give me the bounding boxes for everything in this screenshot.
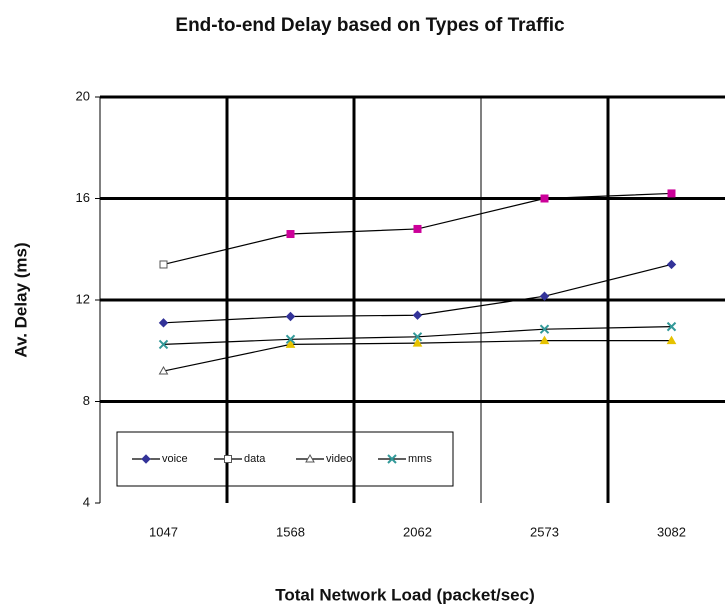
data-point (540, 194, 549, 203)
legend-label: video (326, 453, 352, 465)
data-point (158, 366, 169, 375)
x-tick-label: 2062 (403, 524, 432, 539)
chart-title: End-to-end Delay based on Types of Traff… (175, 15, 565, 36)
data-point (286, 230, 295, 239)
data-point (412, 332, 423, 342)
x-tick-label: 2573 (530, 524, 559, 539)
data-point (666, 321, 677, 332)
y-axis-title: Av. Delay (ms) (11, 242, 30, 357)
data-point (539, 291, 550, 301)
y-tick-label: 16 (76, 190, 90, 205)
data-point (158, 318, 169, 328)
legend-marker (224, 455, 232, 463)
legend-marker (305, 453, 315, 463)
legend-label: mms (408, 453, 432, 465)
data-point (666, 335, 677, 345)
legend-marker (387, 454, 397, 464)
x-axis-title: Total Network Load (packet/sec) (275, 585, 534, 604)
data-point (158, 339, 169, 350)
x-tick-label: 1568 (276, 524, 305, 539)
data-point (285, 334, 296, 345)
data-point (666, 259, 677, 270)
legend-label: voice (162, 453, 188, 465)
y-tick-label: 12 (76, 291, 90, 306)
legend-marker (141, 454, 151, 464)
x-tick-label: 1047 (149, 524, 178, 539)
data-point (285, 339, 296, 348)
y-tick-label: 20 (76, 88, 90, 103)
data-point (667, 189, 676, 198)
data-point (159, 260, 168, 269)
legend-label: data (244, 453, 266, 465)
data-point (412, 310, 423, 320)
data-point (285, 311, 296, 322)
data-point (413, 224, 422, 233)
data-point (539, 335, 550, 345)
x-tick-label: 3082 (657, 524, 686, 539)
data-point (539, 324, 550, 334)
data-point (412, 338, 423, 347)
y-tick-label: 8 (83, 393, 90, 408)
y-tick-label: 4 (83, 494, 90, 509)
